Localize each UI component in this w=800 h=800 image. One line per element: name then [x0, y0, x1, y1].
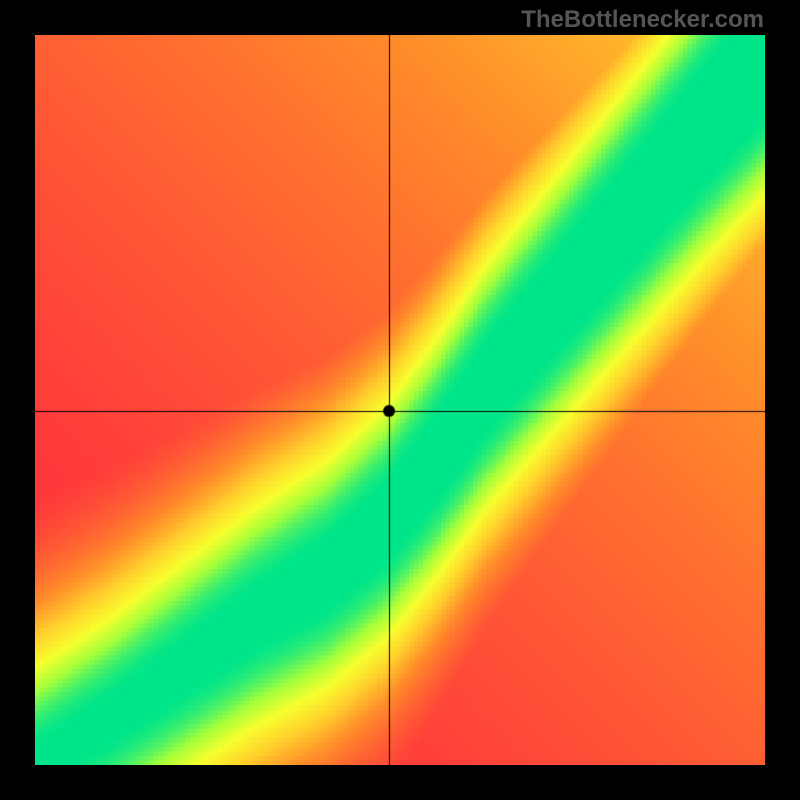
chart-container: TheBottlenecker.com [0, 0, 800, 800]
watermark-text: TheBottlenecker.com [521, 6, 764, 34]
crosshair-overlay [35, 35, 765, 765]
